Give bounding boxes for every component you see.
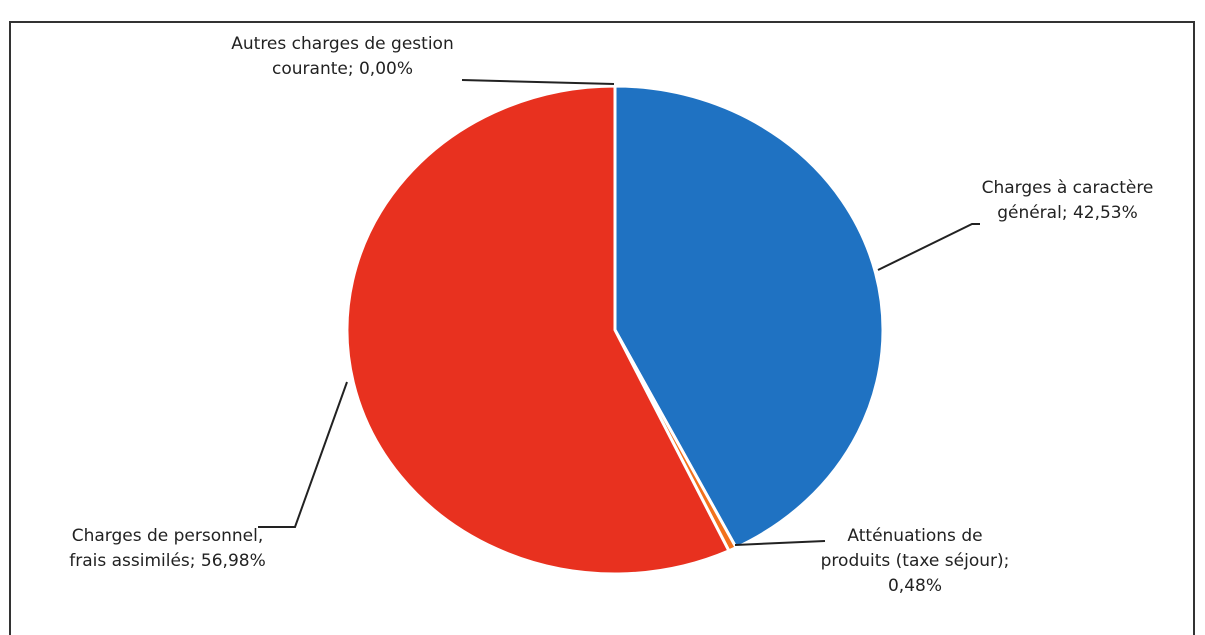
slice-label: Autres charges de gestion courante; 0,00… <box>231 34 454 79</box>
leader-line <box>877 223 980 271</box>
pie-slice <box>345 84 731 576</box>
leader-line <box>461 79 615 85</box>
slice-label: Charges à caractère général; 42,53% <box>981 178 1154 223</box>
pie <box>345 84 885 576</box>
pie-slice <box>613 84 885 550</box>
leader-line <box>734 540 826 546</box>
leader-line <box>258 381 348 528</box>
slice-label: Atténuations de produits (taxe séjour); … <box>820 526 1010 596</box>
leader-lines <box>258 79 980 546</box>
slice-label: Charges de personnel, frais assimilés; 5… <box>69 526 266 571</box>
